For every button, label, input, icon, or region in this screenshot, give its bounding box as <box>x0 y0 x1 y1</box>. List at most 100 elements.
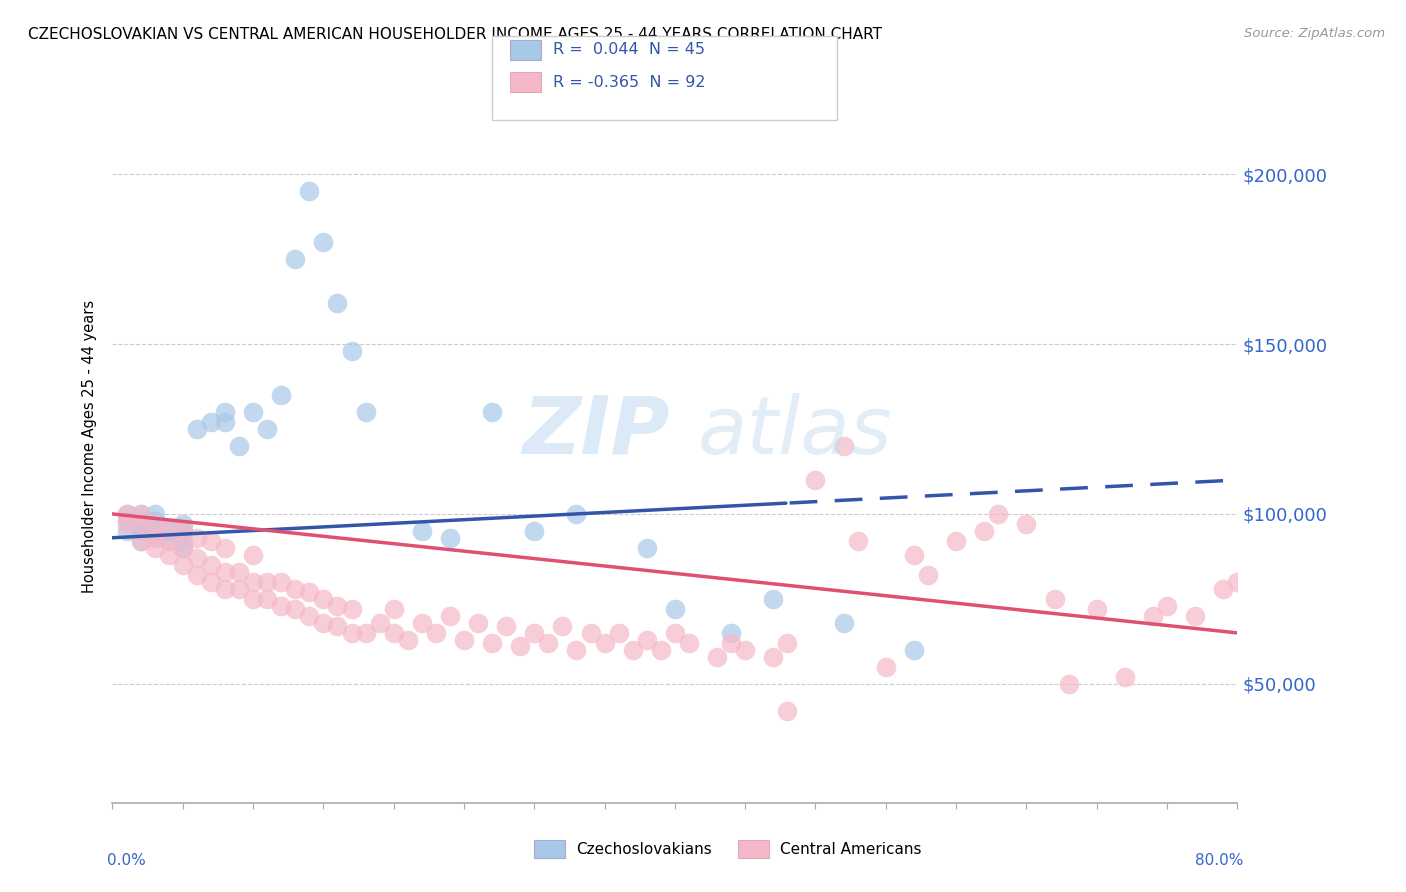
Point <box>720 636 742 650</box>
Point <box>172 524 194 538</box>
Point <box>945 534 967 549</box>
Point <box>565 507 588 521</box>
Point <box>214 405 236 419</box>
Point <box>256 591 278 606</box>
Text: R =  0.044  N = 45: R = 0.044 N = 45 <box>553 43 704 57</box>
Point <box>846 534 869 549</box>
Point <box>439 531 461 545</box>
Point <box>270 388 292 402</box>
Point <box>354 626 377 640</box>
Point <box>270 574 292 589</box>
Point <box>256 574 278 589</box>
Point <box>157 524 180 538</box>
Point <box>186 531 208 545</box>
Point <box>776 704 799 718</box>
Point <box>804 473 827 487</box>
Point <box>593 636 616 650</box>
Point <box>200 574 222 589</box>
Point <box>326 619 349 633</box>
Point <box>340 602 363 616</box>
Point <box>143 524 166 538</box>
Point <box>172 517 194 532</box>
Point <box>214 582 236 596</box>
Point <box>157 534 180 549</box>
Point <box>228 439 250 453</box>
Point <box>678 636 700 650</box>
Point <box>129 534 152 549</box>
Point <box>143 541 166 555</box>
Point <box>382 602 405 616</box>
Point <box>312 615 335 630</box>
Point <box>312 235 335 249</box>
Point <box>495 619 517 633</box>
Point <box>481 636 503 650</box>
Point <box>143 531 166 545</box>
Point <box>129 534 152 549</box>
Point <box>340 343 363 358</box>
Point <box>115 517 138 532</box>
Point <box>903 548 925 562</box>
Point <box>129 517 152 532</box>
Point <box>340 626 363 640</box>
Point <box>650 643 672 657</box>
Point <box>326 296 349 310</box>
Point <box>214 565 236 579</box>
Point <box>973 524 995 538</box>
Point <box>242 548 264 562</box>
Point <box>664 626 686 640</box>
Point <box>1015 517 1038 532</box>
Text: CZECHOSLOVAKIAN VS CENTRAL AMERICAN HOUSEHOLDER INCOME AGES 25 - 44 YEARS CORREL: CZECHOSLOVAKIAN VS CENTRAL AMERICAN HOUS… <box>28 27 882 42</box>
Point <box>621 643 644 657</box>
Point <box>565 643 588 657</box>
Point <box>228 565 250 579</box>
Point <box>172 524 194 538</box>
Point <box>143 514 166 528</box>
Point <box>242 405 264 419</box>
Point <box>115 507 138 521</box>
Point <box>396 632 419 647</box>
Point <box>143 517 166 532</box>
Point <box>832 615 855 630</box>
Point <box>664 602 686 616</box>
Text: R = -0.365  N = 92: R = -0.365 N = 92 <box>553 75 704 89</box>
Point <box>706 649 728 664</box>
Point <box>298 585 321 599</box>
Point <box>143 507 166 521</box>
Point <box>987 507 1010 521</box>
Text: ZIP: ZIP <box>522 392 697 471</box>
Point <box>157 520 180 534</box>
Point <box>776 636 799 650</box>
Point <box>636 541 658 555</box>
Point <box>129 517 152 532</box>
Point <box>1212 582 1234 596</box>
Point <box>143 531 166 545</box>
Point <box>172 541 194 555</box>
Point <box>284 582 307 596</box>
Point <box>326 599 349 613</box>
Point <box>115 514 138 528</box>
Point <box>1142 608 1164 623</box>
Point <box>903 643 925 657</box>
Point <box>1057 677 1080 691</box>
Point <box>172 534 194 549</box>
Point <box>284 252 307 266</box>
Point <box>157 548 180 562</box>
Point <box>242 591 264 606</box>
Point <box>129 507 152 521</box>
Point <box>523 626 546 640</box>
Point <box>734 643 756 657</box>
Point <box>1226 574 1249 589</box>
Point <box>172 558 194 572</box>
Point <box>157 534 180 549</box>
Point <box>200 415 222 429</box>
Point <box>129 507 152 521</box>
Point <box>115 507 138 521</box>
Point <box>172 541 194 555</box>
Point <box>1156 599 1178 613</box>
Point <box>186 568 208 582</box>
Point <box>186 551 208 566</box>
Point <box>298 608 321 623</box>
Point <box>579 626 602 640</box>
Point <box>537 636 560 650</box>
Point <box>551 619 574 633</box>
